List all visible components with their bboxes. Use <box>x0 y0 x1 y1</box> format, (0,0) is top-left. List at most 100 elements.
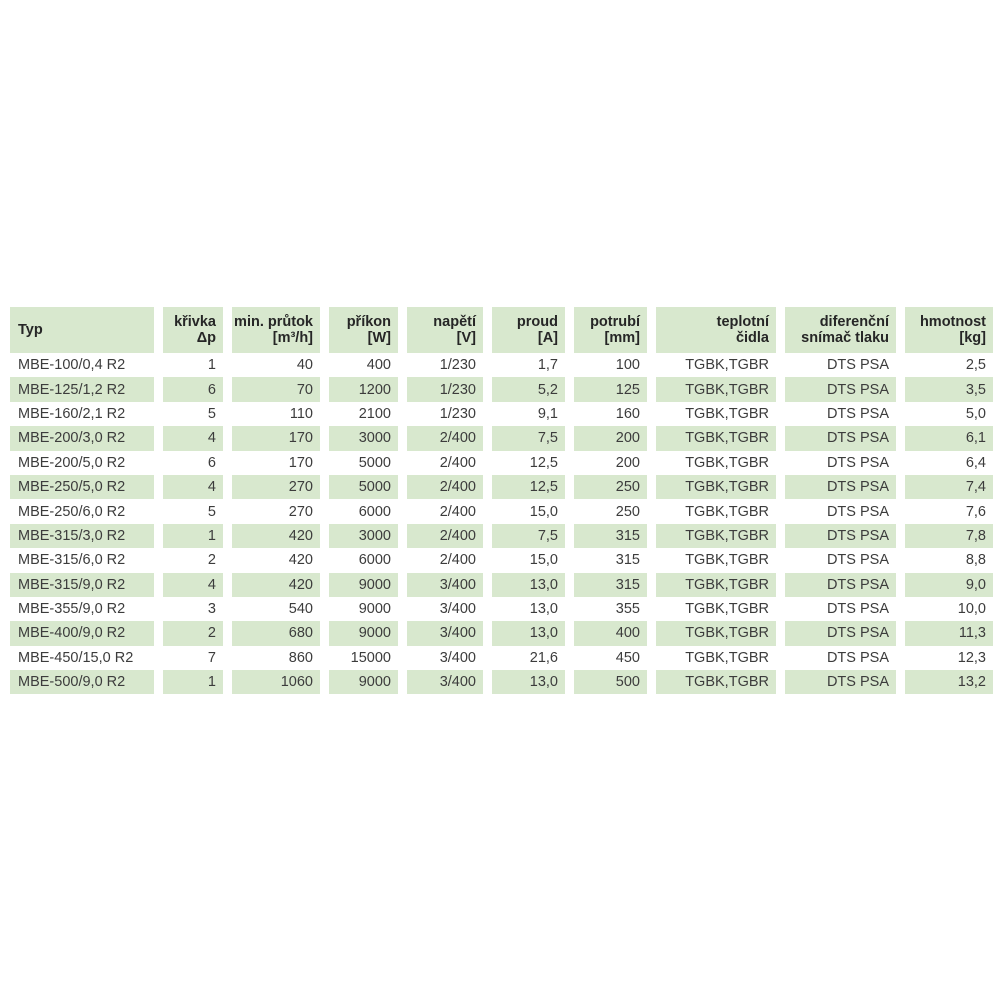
row-value-cell: 3000 <box>329 523 398 549</box>
cell-text: 9000 <box>358 674 391 691</box>
row-value-cell: DTS PSA <box>785 450 896 475</box>
column-header-label: min. průtok <box>234 314 313 330</box>
cell-text: 13,2 <box>957 674 986 691</box>
cell-text: TGBK,TGBR <box>685 430 769 447</box>
row-value-cell: DTS PSA <box>785 523 896 549</box>
row-value-cell: 6000 <box>329 499 398 524</box>
row-value-cell: 40 <box>232 353 320 378</box>
table-row: MBE-315/9,0 R2 4 420 9000 3/400 13,0 315 TGBK,T… <box>10 572 993 597</box>
cell-text: TGBK,TGBR <box>685 405 769 422</box>
cell-text: MBE-250/5,0 R2 <box>18 479 126 496</box>
row-value-cell: DTS PSA <box>785 377 896 402</box>
cell-text: MBE-160/2,1 R2 <box>18 405 126 422</box>
column-header-krivka: křivka Δp <box>163 307 223 353</box>
cell-text: DTS PSA <box>826 357 889 374</box>
row-value-cell: 420 <box>232 572 320 597</box>
cell-text: DTS PSA <box>826 381 889 398</box>
cell-text: MBE-125/1,2 R2 <box>18 381 126 398</box>
row-value-cell: TGBK,TGBR <box>656 596 776 622</box>
row-value-cell: 5,2 <box>492 377 565 402</box>
row-type-cell: MBE-200/3,0 R2 <box>10 426 154 451</box>
cell-text: 1060 <box>280 674 313 691</box>
cell-text: 3/400 <box>439 649 476 666</box>
cell-text: 420 <box>288 576 313 593</box>
cell-text: MBE-450/15,0 R2 <box>18 649 134 666</box>
row-value-cell: 200 <box>574 426 647 451</box>
cell-text: TGBK,TGBR <box>685 381 769 398</box>
row-value-cell: 160 <box>574 401 647 427</box>
row-value-cell: 6 <box>163 377 223 402</box>
cell-text: MBE-500/9,0 R2 <box>18 674 126 691</box>
column-header-label: napětí <box>433 314 476 330</box>
row-value-cell: 400 <box>329 353 398 378</box>
row-value-cell: 1200 <box>329 377 398 402</box>
cell-text: 40 <box>296 357 313 374</box>
cell-text: 3000 <box>358 430 391 447</box>
cell-text: 2/400 <box>439 552 476 569</box>
row-value-cell: 2/400 <box>407 548 483 573</box>
cell-text: 110 <box>289 405 313 422</box>
cell-text: 125 <box>615 381 640 398</box>
column-header-label: Typ <box>18 322 43 338</box>
cell-text: 9000 <box>358 601 391 618</box>
cell-text: 1/230 <box>439 405 476 422</box>
row-value-cell: TGBK,TGBR <box>656 523 776 549</box>
row-value-cell: 3/400 <box>407 572 483 597</box>
cell-text: MBE-400/9,0 R2 <box>18 625 126 642</box>
cell-text: 15,0 <box>529 552 558 569</box>
cell-text: 7,5 <box>537 527 558 544</box>
table-row: MBE-125/1,2 R2 6 70 1200 1/230 5,2 125 TGBK,TGB… <box>10 377 993 402</box>
cell-text: 2/400 <box>439 527 476 544</box>
row-value-cell: 21,6 <box>492 645 565 671</box>
cell-text: 200 <box>615 454 640 471</box>
cell-text: 170 <box>288 454 313 471</box>
row-value-cell: DTS PSA <box>785 474 896 500</box>
table-row: MBE-355/9,0 R2 3 540 9000 3/400 13,0 355 TGBK,T… <box>10 596 993 622</box>
cell-text: 1/230 <box>439 357 476 374</box>
row-value-cell: 500 <box>574 670 647 695</box>
row-value-cell: 13,0 <box>492 596 565 622</box>
column-header-teplotni: teplotní čidla <box>656 307 776 353</box>
column-header-label: [W] <box>367 330 391 346</box>
row-value-cell: TGBK,TGBR <box>656 645 776 671</box>
cell-text: 3000 <box>358 527 391 544</box>
cell-text: 3 <box>207 601 216 618</box>
row-value-cell: 3/400 <box>407 596 483 622</box>
cell-text: 200 <box>615 430 640 447</box>
cell-text: MBE-315/6,0 R2 <box>18 552 126 569</box>
row-value-cell: DTS PSA <box>785 596 896 622</box>
row-value-cell: 420 <box>232 523 320 549</box>
cell-text: 270 <box>288 503 313 520</box>
cell-text: 5 <box>207 503 216 520</box>
cell-text: 2 <box>207 625 216 642</box>
cell-text: 2/400 <box>439 430 476 447</box>
cell-text: TGBK,TGBR <box>685 625 769 642</box>
row-value-cell: 250 <box>574 474 647 500</box>
cell-text: 7,4 <box>965 479 986 496</box>
row-value-cell: 9,1 <box>492 401 565 427</box>
row-value-cell: 540 <box>232 596 320 622</box>
cell-text: MBE-250/6,0 R2 <box>18 503 126 520</box>
cell-text: 315 <box>615 576 640 593</box>
column-header-potrubi: potrubí [mm] <box>574 307 647 353</box>
row-value-cell: 2/400 <box>407 450 483 475</box>
cell-text: 250 <box>615 503 640 520</box>
cell-text: 7,8 <box>965 527 986 544</box>
cell-text: 21,6 <box>529 649 558 666</box>
row-value-cell: 860 <box>232 645 320 671</box>
table-row: MBE-500/9,0 R2 1 1060 9000 3/400 13,0 500 TGBK,… <box>10 670 993 695</box>
column-header-hmotnost: hmotnost [kg] <box>905 307 993 353</box>
cell-text: TGBK,TGBR <box>685 454 769 471</box>
row-value-cell: 2/400 <box>407 474 483 500</box>
row-value-cell: 3/400 <box>407 670 483 695</box>
column-header-napeti: napětí [V] <box>407 307 483 353</box>
cell-text: 3,5 <box>965 381 986 398</box>
row-value-cell: 3 <box>163 596 223 622</box>
row-value-cell: DTS PSA <box>785 353 896 378</box>
row-type-cell: MBE-200/5,0 R2 <box>10 450 154 475</box>
row-value-cell: DTS PSA <box>785 645 896 671</box>
row-value-cell: DTS PSA <box>785 548 896 573</box>
row-value-cell: TGBK,TGBR <box>656 426 776 451</box>
row-value-cell: 7,5 <box>492 523 565 549</box>
column-header-typ: Typ <box>10 307 154 353</box>
